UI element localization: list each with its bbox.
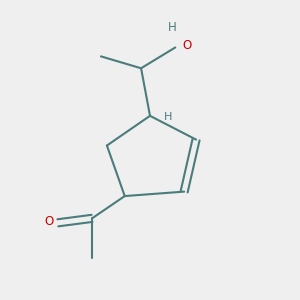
Text: H: H bbox=[168, 21, 177, 34]
Text: H: H bbox=[164, 112, 172, 122]
Text: O: O bbox=[44, 215, 53, 228]
Text: O: O bbox=[183, 39, 192, 52]
